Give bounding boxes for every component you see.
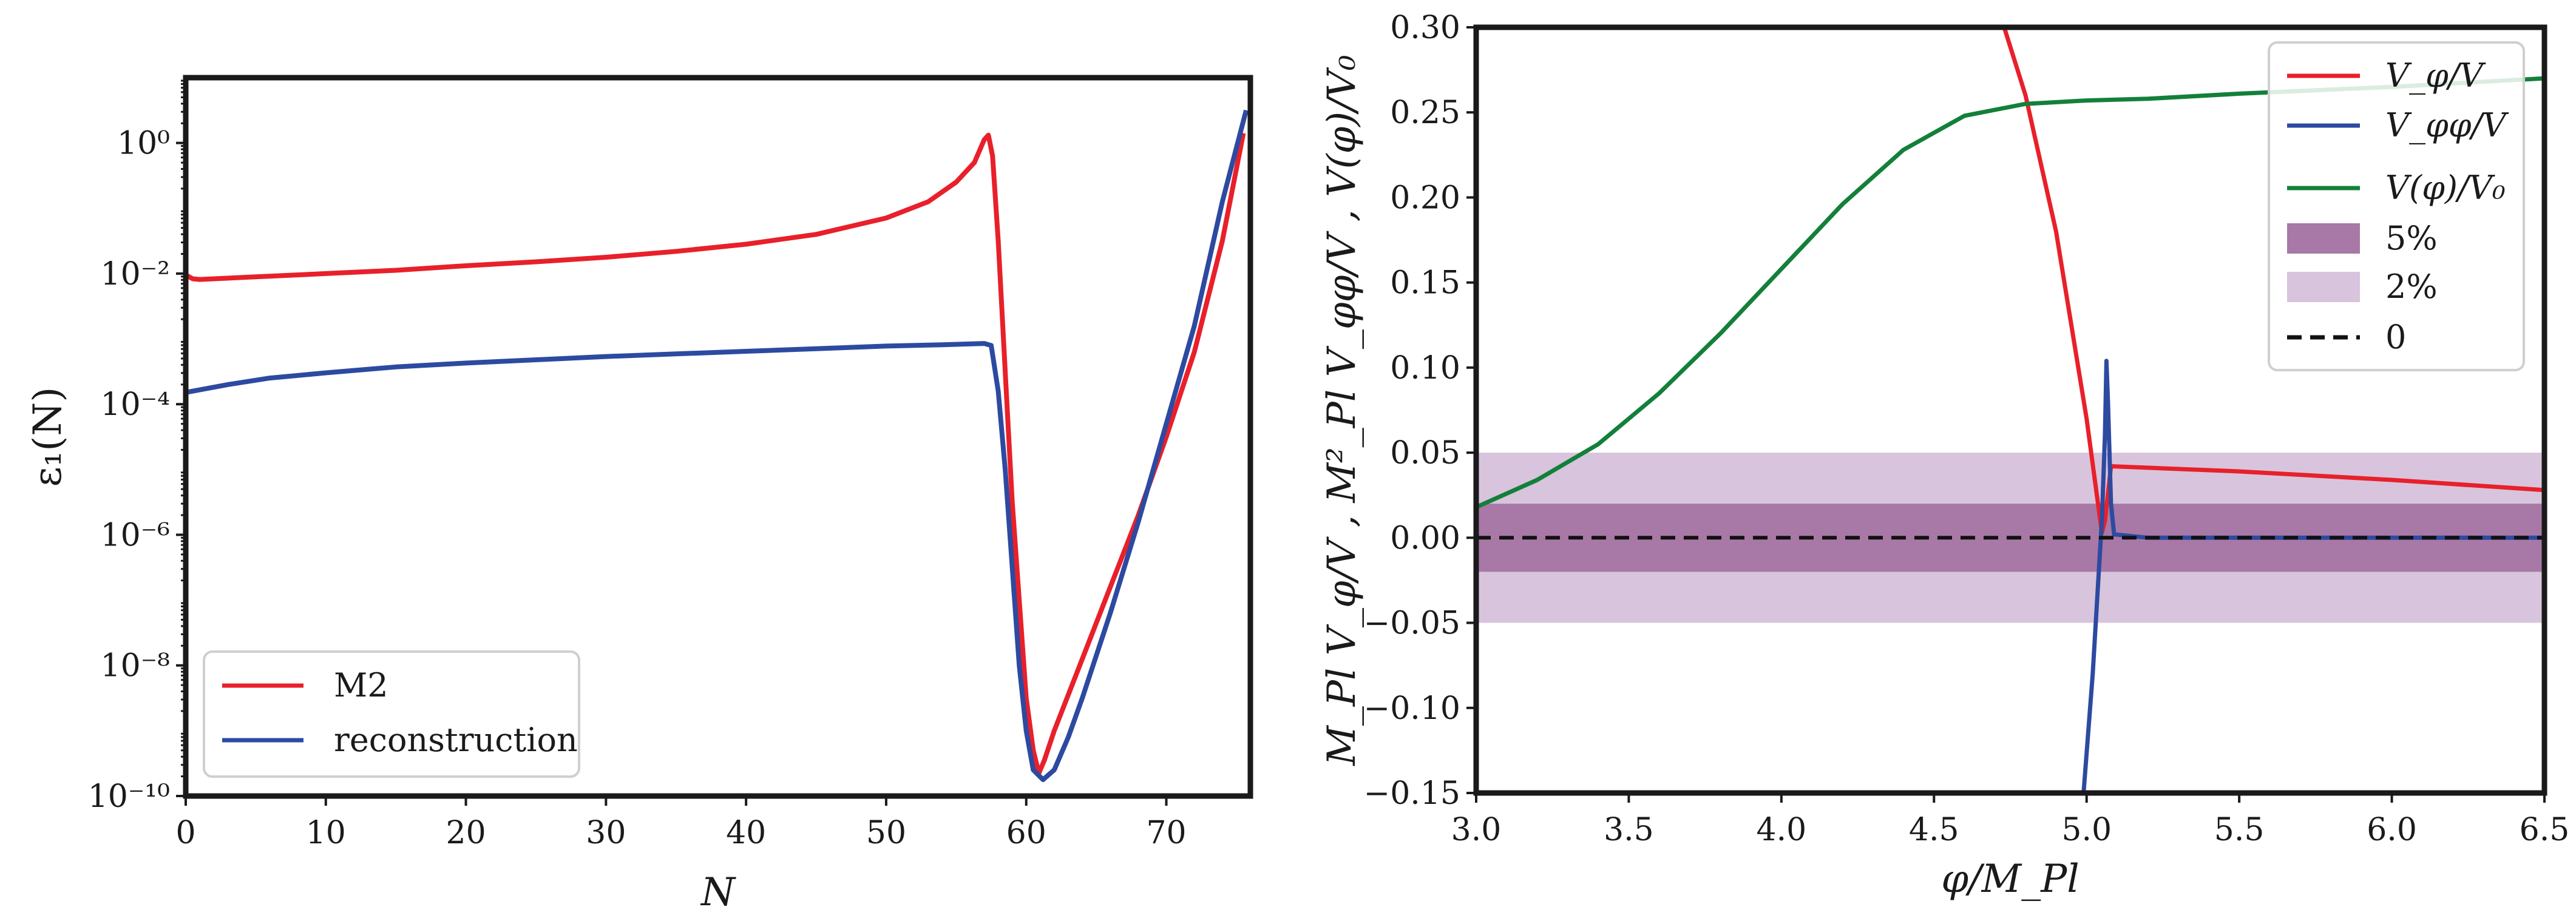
right-x-tick-label: 4.0 bbox=[1757, 812, 1807, 848]
right-y-axis-label: M_Pl V_φ/V , M²_Pl V_φφ/V , V(φ)/V₀ bbox=[1320, 55, 1364, 766]
legend-label-reconstruction: reconstruction bbox=[334, 721, 578, 759]
left-legend: M2 reconstruction bbox=[203, 650, 580, 778]
right-x-tick-label: 5.5 bbox=[2214, 812, 2265, 848]
right-y-tick-label: −0.15 bbox=[1364, 775, 1460, 812]
right-plot-frame bbox=[1473, 24, 2547, 796]
left-x-ticks: 0 10 20 30 40 50 60 70 bbox=[175, 796, 1187, 851]
legend-label-vphi: V_φ/V bbox=[2385, 56, 2486, 95]
right-series-v-v bbox=[2081, 359, 2544, 793]
legend-swatch-2pct bbox=[2287, 272, 2360, 302]
left-y-tick-label: 10⁻² bbox=[101, 256, 170, 292]
left-series-m2 bbox=[185, 132, 1246, 776]
left-x-tick-label: 40 bbox=[726, 815, 766, 851]
right-x-tick-label: 6.5 bbox=[2520, 812, 2570, 848]
left-y-ticks: 10⁻¹⁰ 10⁻⁸ 10⁻⁶ 10⁻⁴ 10⁻² 10⁰ bbox=[88, 79, 186, 815]
legend-swatch-5pct bbox=[2287, 223, 2360, 254]
left-x-tick-label: 10 bbox=[306, 815, 346, 851]
right-x-tick-label: 3.5 bbox=[1604, 812, 1654, 848]
right-y-tick-label: 0.00 bbox=[1390, 520, 1460, 556]
right-y-tick-label: 0.25 bbox=[1390, 95, 1460, 131]
right-x-ticks: 3.0 3.5 4.0 4.5 5.0 5.5 6.0 6.5 bbox=[1451, 793, 2570, 848]
right-series-v-v bbox=[1476, 76, 2544, 510]
left-y-tick-label: 10⁰ bbox=[117, 126, 170, 162]
right-x-tick-label: 3.0 bbox=[1451, 812, 1502, 848]
left-y-tick-label: 10⁻⁸ bbox=[101, 648, 170, 684]
left-y-tick-label: 10⁻¹⁰ bbox=[88, 778, 170, 815]
legend-label-vphi-v0: V(φ)/V₀ bbox=[2385, 169, 2506, 207]
right-y-tick-label: −0.10 bbox=[1364, 690, 1460, 727]
right-x-tick-label: 5.0 bbox=[2061, 812, 2112, 848]
legend-label-zero: 0 bbox=[2385, 318, 2406, 356]
right-y-tick-label: 0.10 bbox=[1390, 350, 1460, 386]
left-y-axis-label: ε₁(N) bbox=[25, 387, 70, 487]
right-chart: 3.0 3.5 4.0 4.5 5.0 5.5 6.0 6.5 −0.15 −0.10 −0.05… bbox=[1320, 10, 2569, 902]
right-series-group bbox=[1476, 27, 2544, 793]
left-legend-frame bbox=[203, 650, 580, 778]
right-y-tick-label: −0.05 bbox=[1364, 606, 1460, 642]
right-y-ticks: −0.15 −0.10 −0.05 0.00 0.05 0.10 0.15 0.20 0.25 0… bbox=[1364, 10, 1476, 812]
right-x-tick-label: 6.0 bbox=[2367, 812, 2417, 848]
right-y-tick-label: 0.20 bbox=[1390, 180, 1460, 216]
right-x-tick-label: 4.5 bbox=[1909, 812, 1959, 848]
left-x-tick-label: 20 bbox=[446, 815, 486, 851]
right-y-tick-label: 0.30 bbox=[1390, 10, 1460, 46]
left-series-group bbox=[185, 109, 1249, 783]
left-series-reconstruction bbox=[185, 109, 1249, 783]
left-x-tick-label: 70 bbox=[1146, 815, 1186, 851]
right-x-axis-label: φ/M_Pl bbox=[1941, 857, 2079, 902]
legend-label-vphiphi: V_φφ/V bbox=[2385, 106, 2509, 144]
left-x-tick-label: 60 bbox=[1006, 815, 1046, 851]
left-x-axis-label: N bbox=[700, 870, 736, 915]
right-y-tick-label: 0.05 bbox=[1390, 435, 1460, 471]
left-plot-frame bbox=[183, 75, 1253, 799]
legend-label-m2: M2 bbox=[334, 666, 388, 704]
left-x-tick-label: 0 bbox=[175, 815, 195, 851]
left-y-tick-label: 10⁻⁶ bbox=[101, 517, 170, 553]
left-x-tick-label: 50 bbox=[866, 815, 906, 851]
left-x-tick-label: 30 bbox=[586, 815, 626, 851]
left-chart: 0 10 20 30 40 50 60 70 10⁻¹⁰ 10⁻⁸ 10⁻⁶ 10⁻⁴ 10⁻² 10⁰… bbox=[25, 75, 1253, 915]
right-legend: V_φ/V V_φφ/V V(φ)/V₀ 5% 2% 0 bbox=[2268, 41, 2525, 371]
legend-label-5pct: 5% bbox=[2385, 219, 2438, 257]
right-y-tick-label: 0.15 bbox=[1390, 265, 1460, 302]
left-y-tick-label: 10⁻⁴ bbox=[101, 386, 170, 423]
legend-label-2pct: 2% bbox=[2385, 268, 2438, 306]
